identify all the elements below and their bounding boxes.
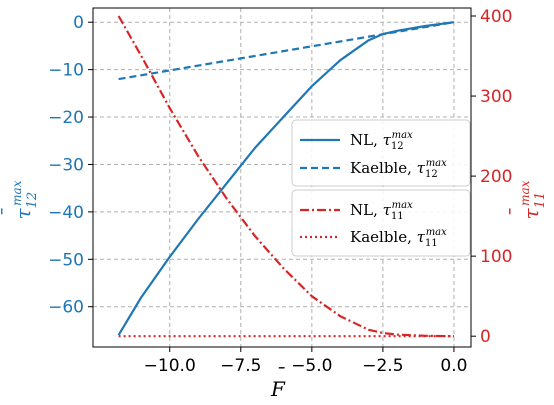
y-left-accent: ¯ [0, 208, 21, 218]
legend-label-kaelble11: Kaelble, τ11max [350, 227, 447, 249]
x-tick-label: −5.0 [291, 356, 332, 376]
legend-label-nl12: NL, τ12max [350, 130, 413, 152]
svg-text:τ11max: τ11max [518, 180, 548, 219]
legend-label-nl11: NL, τ11max [350, 200, 413, 222]
svg-text:τ12max: τ12max [10, 180, 40, 219]
series-line-kaelble-tau12 [118, 21, 455, 81]
x-tick-label: −7.5 [220, 356, 261, 376]
y-right-sub: 11 [533, 192, 548, 209]
y-left-tick-label: −60 [48, 298, 84, 318]
y-right-tick-label: 400 [480, 7, 512, 27]
y-left-tick-label: −30 [48, 155, 84, 175]
x-label-base: F [270, 377, 286, 401]
plot-frame [92, 7, 472, 348]
legend-label-kaelble12: Kaelble, τ12max [350, 158, 447, 180]
x-tick-label: −10.0 [144, 356, 196, 376]
y-right-base: τ [519, 207, 543, 219]
y-right-sup: max [518, 180, 532, 206]
y-left-tick-label: −20 [48, 108, 84, 128]
legend-box-tau11 [291, 189, 471, 257]
legend-tau12: NL, τ12max Kaelble, τ12max [291, 119, 471, 187]
y-left-tick-label: −50 [48, 250, 84, 270]
y-axis-label-left: τ12max ¯ [0, 180, 40, 219]
x-tick-label: −2.5 [362, 356, 403, 376]
series-line-nl-tau11 [117, 15, 454, 338]
y-left-sub: 12 [25, 192, 40, 209]
y-axis-label-right: τ11max ¯ [505, 180, 548, 219]
x-label-accent: ¯ [275, 363, 285, 387]
y-left-base: τ [11, 207, 35, 219]
x-axis-label: F ¯ [270, 363, 286, 401]
series-lines [117, 15, 455, 338]
x-tick-label: 0.0 [440, 356, 467, 376]
y-right-tick-label: 100 [480, 247, 512, 267]
y-left-tick-label: −40 [48, 203, 84, 223]
y-left-sup: max [10, 180, 24, 206]
legend-box-tau12 [291, 119, 471, 187]
y-left-tick-label: 0 [73, 13, 84, 33]
y-left-tick-label: −10 [48, 61, 84, 81]
legend-tau11: NL, τ11max Kaelble, τ11max [291, 189, 471, 257]
ticks: −10.0 −7.5 −5.0 −2.5 0.0 0 −10 −20 −30 −40 −50 −60 0… [48, 7, 512, 376]
y-right-accent: ¯ [505, 208, 529, 218]
y-right-tick-label: 300 [480, 87, 512, 107]
y-right-tick-label: 200 [480, 167, 512, 187]
y-right-tick-label: 0 [480, 327, 491, 347]
